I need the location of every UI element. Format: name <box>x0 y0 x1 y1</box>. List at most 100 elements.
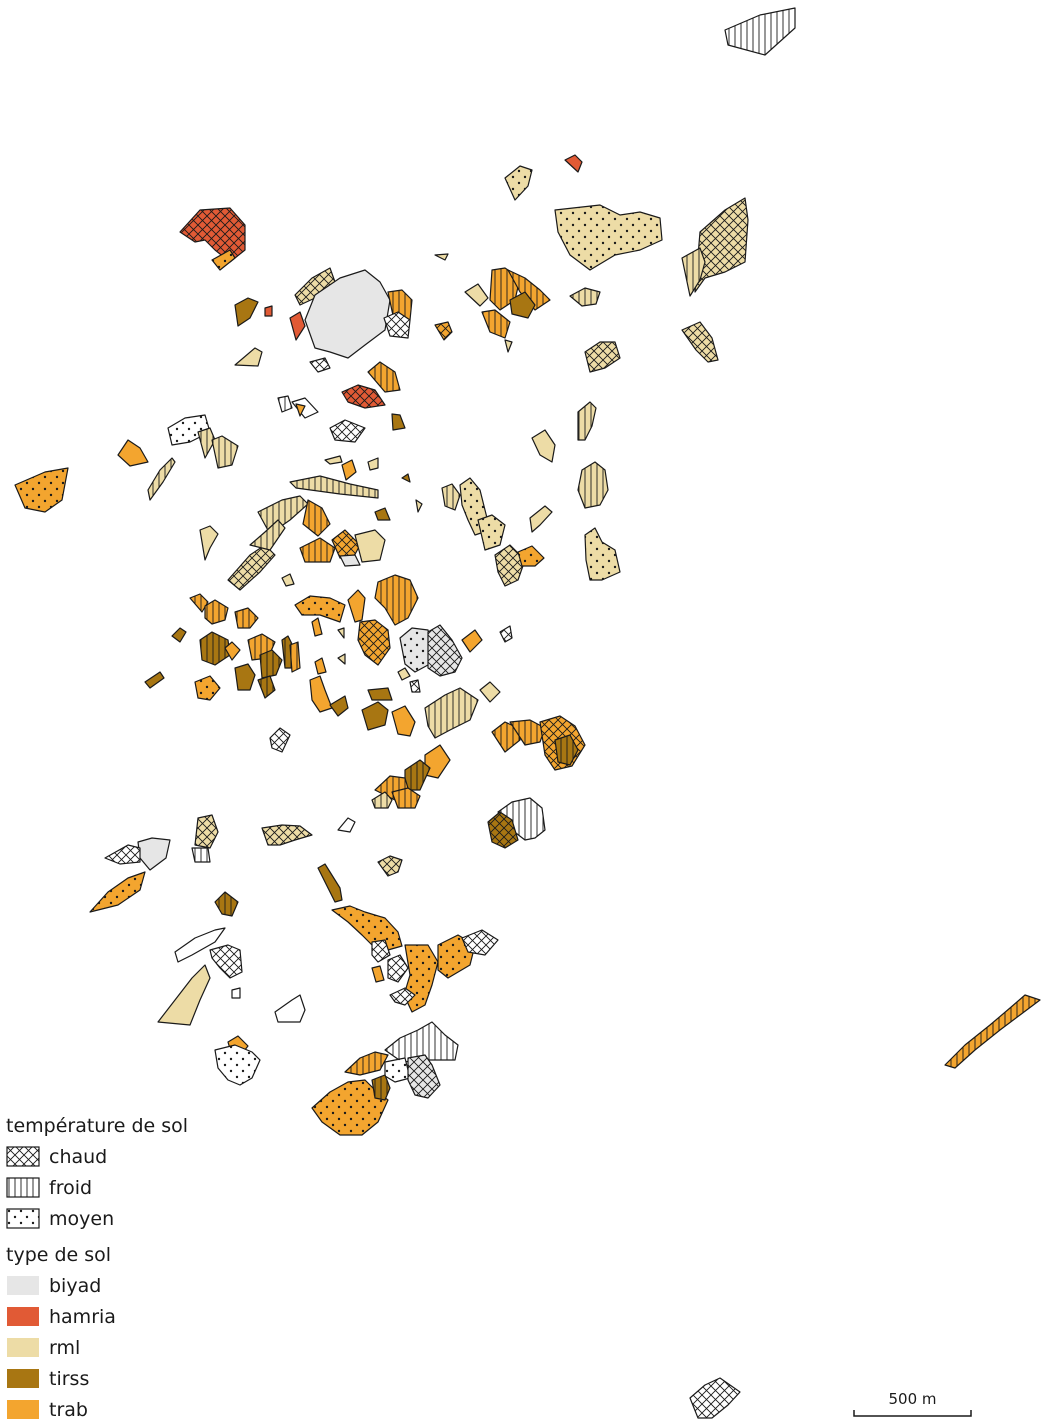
legend-label-trab: trab <box>49 1398 88 1421</box>
parcel-none-chaud <box>309 357 331 373</box>
parcel-none-chaud <box>209 944 243 979</box>
parcel-trab-froid <box>302 499 331 537</box>
parcel-trab-froid <box>234 607 259 629</box>
legend-label-biyad: biyad <box>49 1274 102 1297</box>
parcel-none-moyen <box>384 1057 411 1083</box>
parcel-trab-chaud <box>434 321 453 341</box>
parcel-rml-moyen <box>477 514 506 551</box>
parcel-trab-moyen <box>403 944 439 1013</box>
parcel-biyad-plain <box>304 269 391 359</box>
parcel-rml-chaud <box>494 544 526 587</box>
parcel-none-chaud <box>499 625 513 643</box>
parcel-none-chaud <box>389 987 416 1006</box>
parcel-none-moyen <box>214 1044 261 1086</box>
parcel-trab-plain <box>311 617 323 637</box>
parcel-rml-plain <box>415 499 423 513</box>
parcel-rml-froid <box>211 435 239 469</box>
parcel-trab-plain <box>371 965 385 983</box>
parcel-tirss-froid <box>257 675 276 699</box>
parcel-rml-chaud <box>584 341 621 373</box>
parcel-rml-froid <box>441 483 461 511</box>
legend-item-froid: froid <box>6 1172 246 1203</box>
parcel-rml-plain <box>324 455 343 465</box>
parcel-none-chaud <box>104 844 141 865</box>
parcel-none-chaud <box>461 929 499 956</box>
parcel-trab-froid <box>509 719 546 746</box>
parcel-trab-plain <box>117 439 149 467</box>
tirss-swatch-icon <box>6 1368 40 1389</box>
parcel-trab-moyen <box>89 871 146 913</box>
parcel-rml-moyen <box>584 527 621 581</box>
parcel-rml-plain <box>479 681 501 703</box>
parcel-none-chaud <box>387 954 409 983</box>
parcel-hamria-plain <box>564 154 583 173</box>
parcel-none-chaud <box>371 939 391 963</box>
parcel-biyad-plain <box>137 837 171 871</box>
soil-legend-title: type de sol <box>6 1244 112 1266</box>
temperature-legend-title: température de sol <box>6 1115 189 1137</box>
parcel-tirss-plain <box>329 695 349 717</box>
parcel-trab-plain <box>341 459 357 481</box>
parcel-hamria-plain <box>289 311 306 341</box>
parcel-trab-moyen <box>211 249 236 271</box>
parcel-tirss-froid <box>214 891 239 917</box>
parcel-rml-plain <box>354 529 386 563</box>
parcel-rml-froid <box>424 687 479 739</box>
parcel-tirss-plain <box>234 297 259 327</box>
parcel-trab-plain <box>391 705 416 737</box>
parcel-none-froid <box>384 1021 459 1063</box>
parcel-tirss-froid <box>259 649 283 679</box>
scale-bar-line <box>853 1410 972 1417</box>
parcel-rml-froid <box>249 519 286 551</box>
parcel-tirss-plain <box>401 473 411 483</box>
crosshatch-swatch-icon <box>6 1146 40 1167</box>
legend: température de sol chaud froid moyen typ… <box>6 1113 246 1425</box>
parcel-rml-froid <box>289 475 379 499</box>
parcel-trab-froid <box>289 641 301 673</box>
legend-item-moyen: moyen <box>6 1203 246 1234</box>
parcel-rml-plain <box>434 253 449 261</box>
trab-swatch-icon <box>6 1399 40 1420</box>
rml-swatch-icon <box>6 1337 40 1358</box>
legend-label-froid: froid <box>49 1176 93 1199</box>
parcel-rml-froid <box>577 461 609 509</box>
parcel-tirss-plain <box>391 413 406 431</box>
parcel-none-plain <box>337 817 356 833</box>
parcel-tirss-froid <box>371 1074 391 1101</box>
legend-label-chaud: chaud <box>49 1145 108 1168</box>
legend-item-rml: rml <box>6 1332 246 1363</box>
parcel-tirss-plain <box>367 687 393 701</box>
parcel-none-chaud <box>329 419 366 443</box>
parcel-trab-froid <box>367 361 401 393</box>
parcel-tirss-froid <box>199 631 231 666</box>
parcel-trab-froid <box>204 599 229 625</box>
scale-bar: 500 m <box>850 1390 975 1422</box>
parcel-trab-moyen <box>331 905 403 951</box>
parcel-none-plain <box>274 994 306 1023</box>
parcel-tirss-plain <box>317 863 343 903</box>
parcel-none-chaud <box>689 1377 741 1419</box>
parcel-none-chaud <box>409 679 421 693</box>
parcel-rml-moyen <box>554 204 663 271</box>
parcel-tirss-plain <box>361 701 389 731</box>
parcel-trab-moyen <box>194 675 221 701</box>
parcel-trab-moyen <box>517 545 545 567</box>
legend-item-biyad: biyad <box>6 1270 246 1301</box>
legend-item-tirss: tirss <box>6 1363 246 1394</box>
legend-item-chaud: chaud <box>6 1141 246 1172</box>
parcels-layer <box>14 7 1041 1419</box>
parcel-none-plain <box>291 397 319 419</box>
parcel-rml-plain <box>337 653 346 665</box>
parcel-rml-chaud <box>694 197 749 293</box>
parcel-rml-plain <box>464 283 489 307</box>
parcel-trab-froid <box>944 994 1041 1069</box>
parcel-rml-chaud <box>227 544 276 591</box>
parcel-tirss-froid <box>404 759 431 791</box>
parcel-none-plain <box>231 987 241 999</box>
parcel-trab-plain <box>309 675 333 713</box>
parcel-trab-plain <box>314 657 327 675</box>
parcel-none-plain <box>174 927 226 963</box>
parcel-rml-froid <box>577 401 597 441</box>
parcel-rml-plain <box>397 667 411 681</box>
